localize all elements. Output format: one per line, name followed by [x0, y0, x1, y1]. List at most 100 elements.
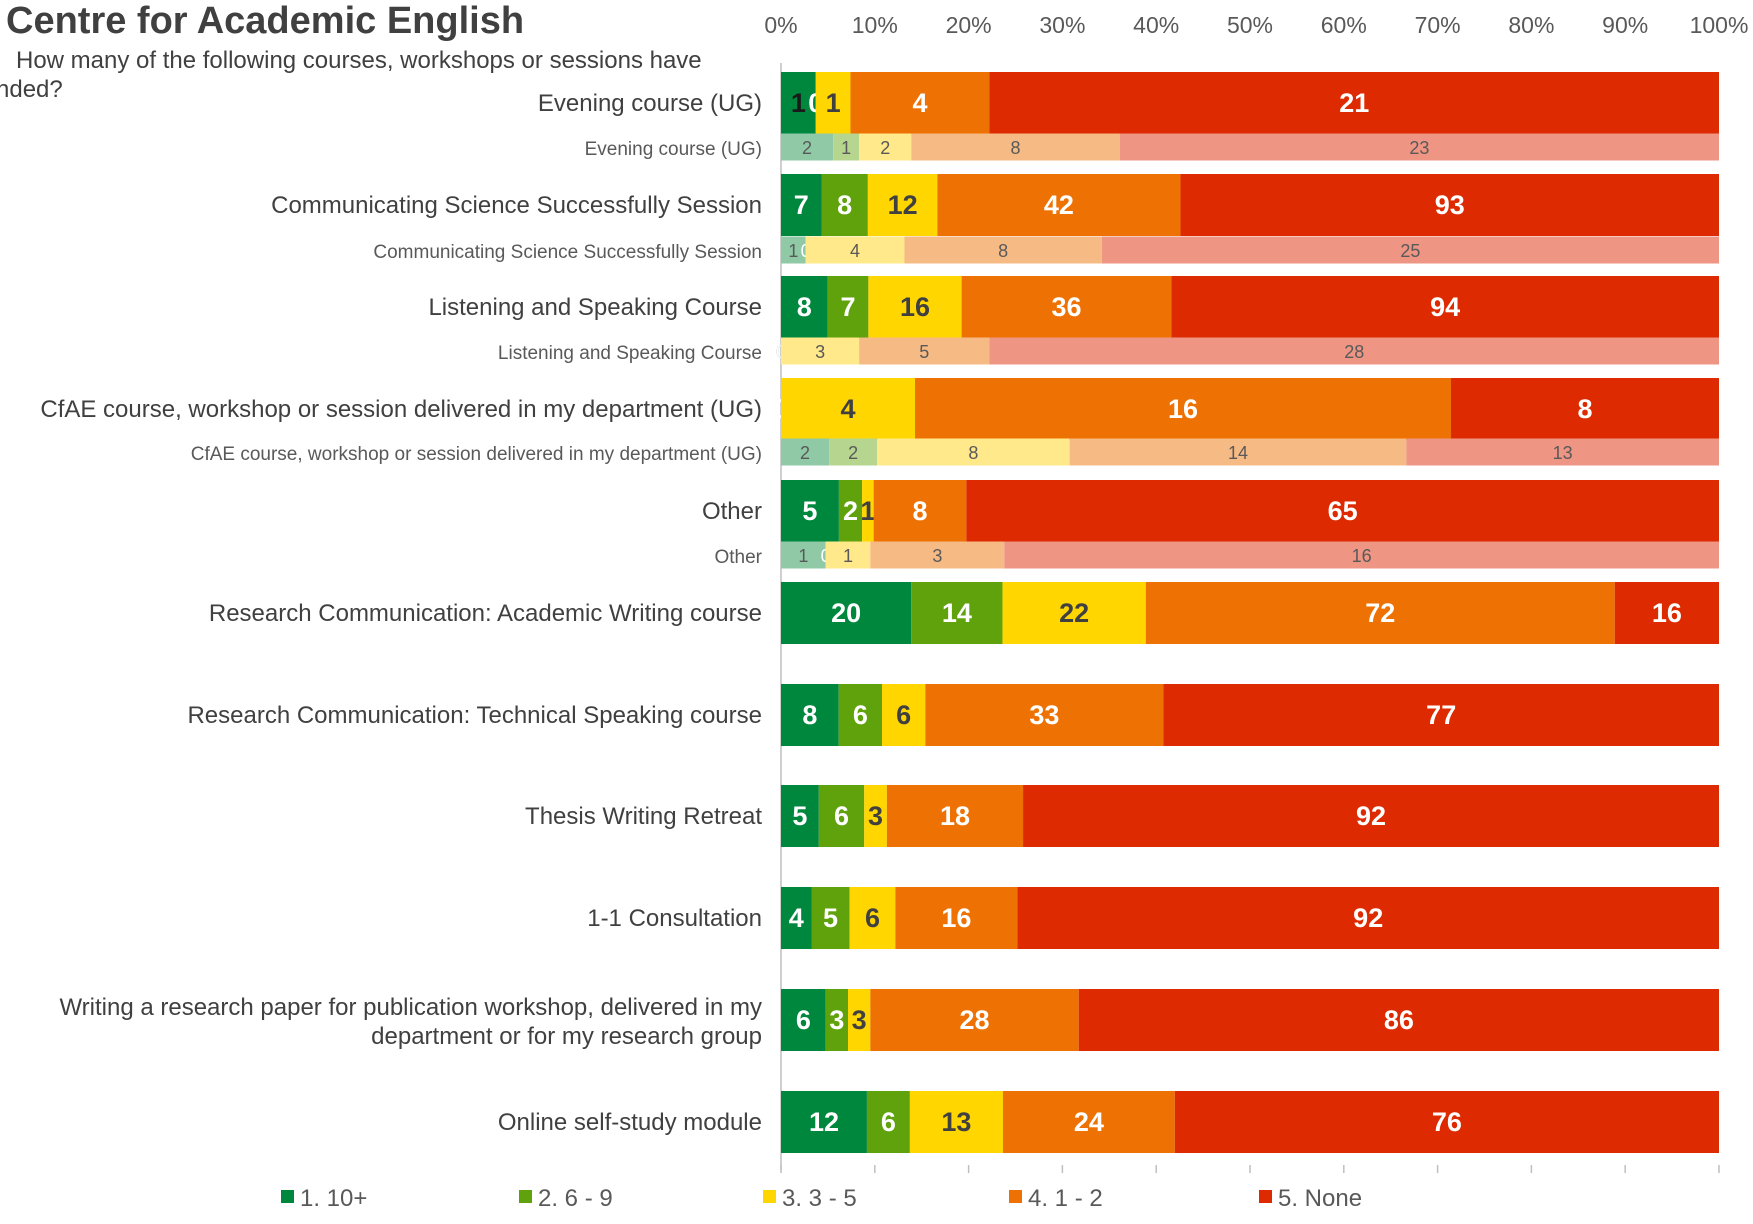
data-label: 1	[791, 88, 806, 118]
data-label: 4	[789, 903, 804, 933]
bar-segment	[781, 480, 839, 542]
data-label: 23	[1409, 138, 1429, 158]
chart-title: Centre for Academic English	[6, 0, 525, 42]
data-label: 18	[940, 801, 970, 831]
data-label: 3	[829, 1005, 844, 1035]
bar-segment	[838, 480, 863, 542]
x-tick-label: 40%	[1133, 12, 1179, 38]
bar-segment	[1023, 785, 1719, 847]
bar-segment	[859, 133, 912, 161]
legend-swatch	[763, 1190, 776, 1203]
data-label: 16	[1652, 598, 1682, 628]
data-label: 12	[809, 1107, 839, 1137]
x-tick-label: 70%	[1415, 12, 1461, 38]
x-tick-label: 50%	[1227, 12, 1273, 38]
bar-segment	[781, 785, 819, 847]
bar-segment	[1119, 133, 1719, 161]
bar-segment	[781, 541, 826, 569]
data-label: 8	[912, 496, 927, 526]
bar-segment	[781, 887, 812, 949]
data-label: 6	[834, 801, 849, 831]
data-label: 8	[1010, 138, 1020, 158]
data-label: 14	[942, 598, 972, 628]
data-label: 3	[868, 801, 883, 831]
data-label: 2	[802, 138, 812, 158]
x-tick-label: 10%	[852, 12, 898, 38]
data-label: 2	[848, 443, 858, 463]
data-label: 94	[1430, 292, 1460, 322]
data-label: 2	[880, 138, 890, 158]
bar-segment	[781, 989, 826, 1051]
category-label: Evening course (UG)	[585, 139, 762, 160]
data-label: 76	[1432, 1107, 1462, 1137]
data-label: 4	[850, 241, 860, 261]
data-label: 7	[840, 292, 855, 322]
data-label: 5	[802, 496, 817, 526]
data-label: 42	[1044, 190, 1074, 220]
data-label: 2	[800, 443, 810, 463]
bar-segment	[825, 989, 848, 1051]
legend-label: 2. 6 - 9	[538, 1185, 613, 1212]
data-label: 33	[1029, 700, 1059, 730]
data-label: 1	[841, 138, 851, 158]
data-label: 8	[968, 443, 978, 463]
data-label: 21	[1339, 88, 1369, 118]
category-label: Online self-study module	[498, 1109, 762, 1136]
data-label: 6	[853, 700, 868, 730]
data-label: 1	[860, 496, 875, 526]
bar-segment	[1069, 438, 1407, 466]
data-label: 65	[1328, 496, 1358, 526]
data-label: 86	[1384, 1005, 1414, 1035]
subtitle-line-1: How many of the following courses, works…	[16, 47, 702, 74]
data-label: 72	[1365, 598, 1395, 628]
bar-segment	[781, 1091, 867, 1153]
data-label: 8	[802, 700, 817, 730]
legend-swatch	[519, 1190, 532, 1203]
category-label: Communicating Science Successfully Sessi…	[373, 242, 762, 263]
bar-segment	[829, 438, 878, 466]
bar-segment	[937, 174, 1181, 236]
bar-segment	[781, 174, 822, 236]
x-tick-label: 0%	[764, 12, 797, 38]
data-label: 4	[912, 88, 927, 118]
category-label: Writing a research paper for publication…	[59, 994, 762, 1021]
data-label: 1	[788, 241, 798, 261]
category-label: CfAE course, workshop or session deliver…	[191, 444, 762, 465]
bar-segment	[1180, 174, 1719, 236]
legend-swatch	[1259, 1190, 1272, 1203]
data-label: 22	[1059, 598, 1089, 628]
data-label: 36	[1051, 292, 1081, 322]
bar-segment	[882, 684, 926, 746]
bar-segment	[818, 785, 865, 847]
data-label: 13	[1553, 443, 1573, 463]
data-label: 1	[843, 546, 853, 566]
bar-segment	[1163, 684, 1719, 746]
data-label: 8	[797, 292, 812, 322]
data-label: 16	[1352, 546, 1372, 566]
bar-segment	[867, 174, 938, 236]
data-label: 5	[792, 801, 807, 831]
bar-segment	[838, 684, 883, 746]
data-label: 6	[865, 903, 880, 933]
bar-segment	[848, 989, 871, 1051]
category-label: Other	[702, 498, 762, 525]
bar-segment	[849, 887, 896, 949]
data-label: 1	[826, 88, 841, 118]
category-label: Research Communication: Technical Speaki…	[187, 702, 762, 729]
x-tick-label: 80%	[1508, 12, 1554, 38]
bar-segment	[1101, 236, 1719, 264]
bar-segment	[925, 684, 1164, 746]
legend-swatch	[281, 1190, 294, 1203]
bar-segment	[825, 541, 871, 569]
x-tick-label: 100%	[1690, 12, 1749, 38]
data-label: 3	[852, 1005, 867, 1035]
data-label: 5	[823, 903, 838, 933]
x-tick-label: 30%	[1039, 12, 1085, 38]
legend-label: 5. None	[1278, 1185, 1362, 1212]
bar-segment	[1004, 541, 1719, 569]
category-label: CfAE course, workshop or session deliver…	[40, 396, 762, 423]
bar-segment	[827, 276, 869, 338]
data-label: 3	[815, 342, 825, 362]
bar-segment	[811, 887, 850, 949]
